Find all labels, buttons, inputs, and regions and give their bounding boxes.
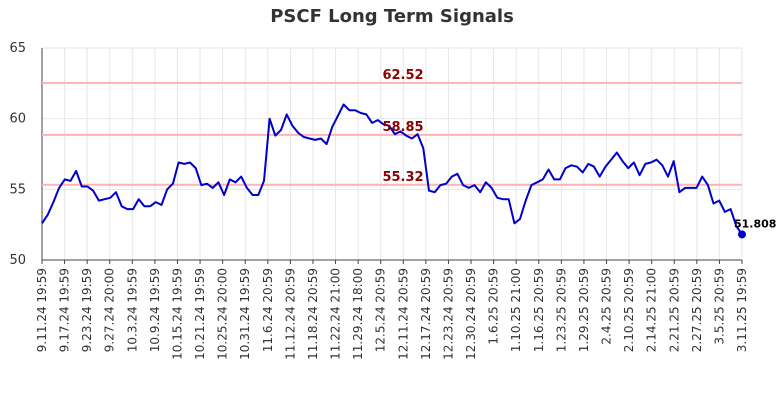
x-tick-label: 1.6.25 20:59 — [487, 268, 501, 345]
last-value-label: 51.808 — [734, 217, 776, 230]
reference-label: 62.52 — [382, 68, 423, 83]
x-tick-label: 9.11.24 19:59 — [35, 268, 49, 352]
reference-label: 58.85 — [382, 120, 423, 135]
x-tick-label: 3.5.25 20:59 — [712, 268, 726, 345]
chart-title: PSCF Long Term Signals — [270, 6, 514, 27]
x-tick-label: 9.27.24 20:00 — [103, 268, 117, 352]
x-tick-label: 1.23.25 20:59 — [554, 268, 568, 352]
x-tick-label: 10.3.24 19:59 — [125, 268, 139, 352]
x-tick-label: 11.29.24 18:00 — [351, 268, 365, 360]
x-tick-label: 10.9.24 19:59 — [148, 268, 162, 352]
x-tick-label: 9.23.24 19:59 — [80, 268, 94, 352]
x-tick-label: 10.15.24 19:59 — [170, 268, 184, 360]
x-tick-label: 11.18.24 20:59 — [306, 268, 320, 360]
y-tick-label: 60 — [9, 112, 26, 127]
x-tick-label: 9.17.24 19:59 — [58, 268, 72, 352]
x-tick-label: 1.29.25 20:59 — [577, 268, 591, 352]
x-tick-label: 2.27.25 20:59 — [690, 268, 704, 352]
x-tick-label: 12.5.24 20:59 — [374, 268, 388, 352]
x-tick-label: 10.25.24 20:00 — [216, 268, 230, 360]
x-tick-label: 10.21.24 19:59 — [193, 268, 207, 360]
x-tick-label: 11.6.24 20:59 — [261, 268, 275, 352]
x-tick-label: 12.30.24 20:59 — [464, 268, 478, 360]
x-tick-label: 2.4.25 20:59 — [600, 268, 614, 345]
x-tick-label: 2.21.25 20:59 — [667, 268, 681, 352]
x-tick-label: 3.11.25 19:59 — [735, 268, 749, 352]
reference-label: 55.32 — [382, 170, 423, 185]
x-tick-label: 2.10.25 20:59 — [622, 268, 636, 352]
x-tick-label: 10.31.24 19:59 — [238, 268, 252, 360]
y-tick-label: 50 — [9, 253, 26, 268]
y-tick-label: 65 — [9, 41, 26, 56]
x-tick-label: 12.11.24 20:59 — [396, 268, 410, 360]
x-tick-label: 1.10.25 21:00 — [509, 268, 523, 352]
x-tick-label: 1.16.25 20:59 — [532, 268, 546, 352]
x-tick-label: 11.22.24 21:00 — [329, 268, 343, 360]
x-tick-label: 12.17.24 20:59 — [419, 268, 433, 360]
last-value-marker — [738, 230, 746, 239]
series-line — [41, 103, 743, 235]
x-tick-label: 11.12.24 20:59 — [283, 268, 297, 360]
x-tick-label: 12.23.24 20:59 — [441, 268, 455, 360]
x-tick-label: 2.14.25 21:00 — [645, 268, 659, 352]
y-tick-label: 55 — [9, 182, 26, 197]
